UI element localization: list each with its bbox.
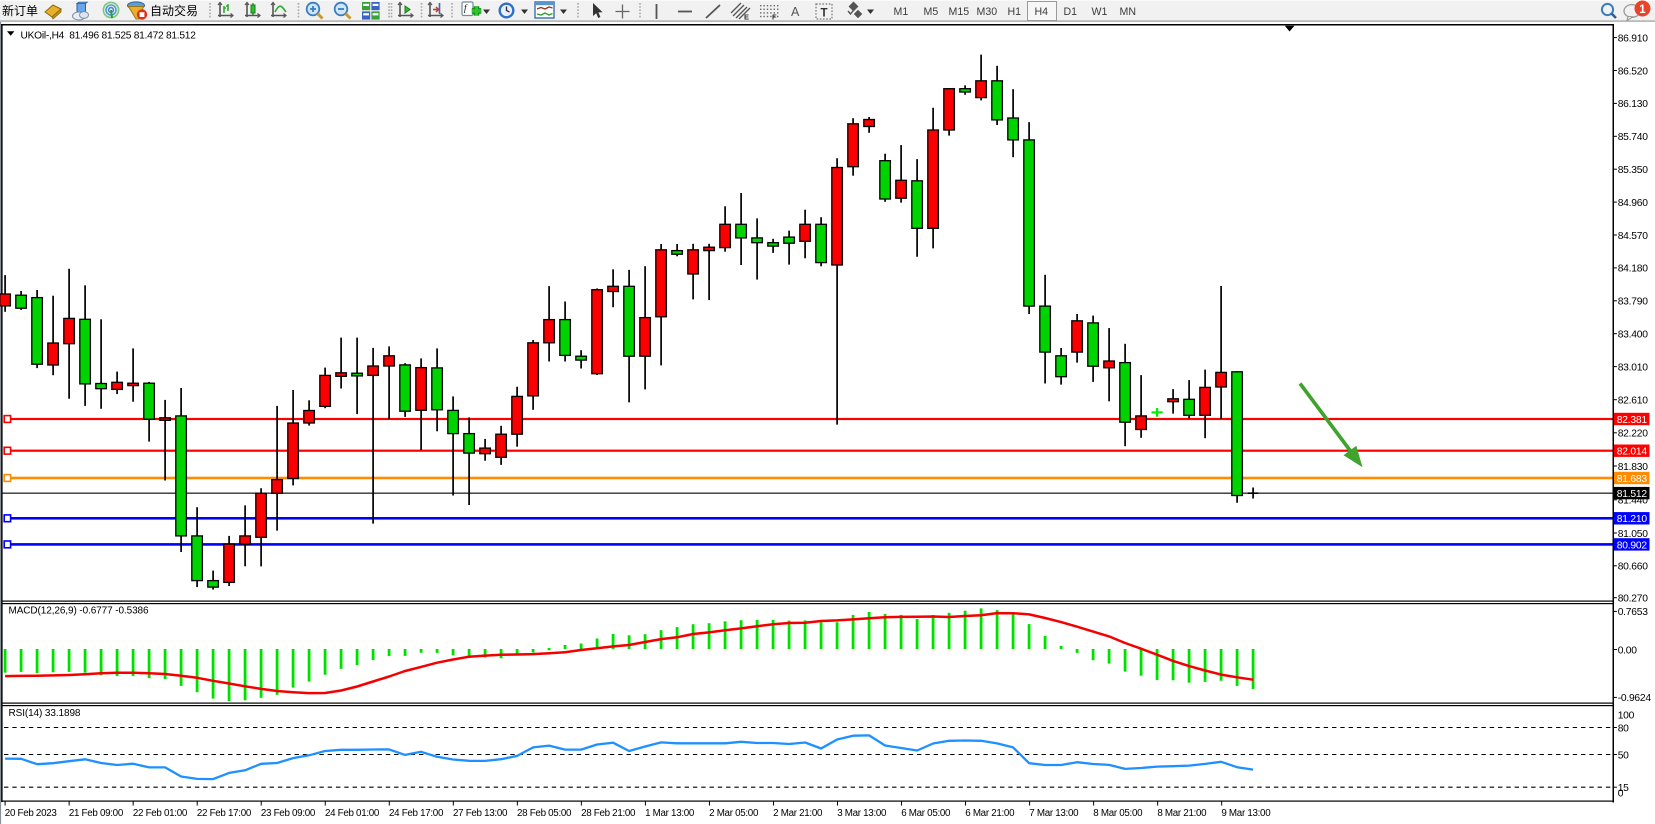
svg-text:7 Mar 13:00: 7 Mar 13:00	[1029, 808, 1079, 819]
svg-text:82.381: 82.381	[1617, 415, 1648, 426]
svg-text:1 Mar 13:00: 1 Mar 13:00	[645, 808, 695, 819]
svg-text:81.210: 81.210	[1617, 514, 1648, 525]
svg-text:80.660: 80.660	[1618, 562, 1649, 573]
svg-text:M30: M30	[977, 6, 998, 18]
svg-text:-0.9624: -0.9624	[1618, 693, 1652, 704]
svg-text:0.7653: 0.7653	[1618, 607, 1649, 618]
svg-text:H1: H1	[1008, 6, 1022, 18]
svg-text:T: T	[821, 8, 828, 20]
svg-text:新订单: 新订单	[2, 3, 38, 18]
svg-text:W1: W1	[1092, 6, 1108, 18]
svg-text:A: A	[791, 5, 800, 19]
svg-text:20 Feb 2023: 20 Feb 2023	[5, 808, 58, 819]
svg-text:81.830: 81.830	[1618, 462, 1649, 473]
svg-text:f: f	[464, 3, 468, 13]
svg-text:E: E	[744, 13, 749, 22]
svg-text:22 Feb 17:00: 22 Feb 17:00	[197, 808, 252, 819]
svg-text:80.902: 80.902	[1617, 540, 1648, 551]
svg-text:81.050: 81.050	[1618, 529, 1649, 540]
svg-text:8 Mar 05:00: 8 Mar 05:00	[1093, 808, 1143, 819]
svg-text:86.520: 86.520	[1618, 66, 1649, 77]
svg-text:2 Mar 21:00: 2 Mar 21:00	[773, 808, 823, 819]
svg-text:85.740: 85.740	[1618, 132, 1649, 143]
svg-text:15: 15	[1618, 783, 1629, 794]
svg-text:24 Feb 17:00: 24 Feb 17:00	[389, 808, 444, 819]
svg-text:84.960: 84.960	[1618, 198, 1649, 209]
svg-text:MACD(12,26,9) -0.6777 -0.5386: MACD(12,26,9) -0.6777 -0.5386	[9, 605, 149, 616]
svg-text:50: 50	[1618, 750, 1629, 761]
svg-text:80.270: 80.270	[1618, 594, 1649, 605]
svg-text:83.790: 83.790	[1618, 297, 1649, 308]
svg-text:MN: MN	[1120, 6, 1136, 18]
svg-text:85.350: 85.350	[1618, 165, 1649, 176]
svg-text:H4: H4	[1035, 6, 1049, 18]
svg-text:83.400: 83.400	[1618, 330, 1649, 341]
svg-text:81.683: 81.683	[1617, 474, 1648, 485]
svg-text:22 Feb 01:00: 22 Feb 01:00	[133, 808, 188, 819]
svg-text:28 Feb 05:00: 28 Feb 05:00	[517, 808, 572, 819]
svg-text:1: 1	[1639, 4, 1646, 16]
svg-text:2 Mar 05:00: 2 Mar 05:00	[709, 808, 759, 819]
svg-text:82.014: 82.014	[1617, 447, 1648, 458]
svg-text:28 Feb 21:00: 28 Feb 21:00	[581, 808, 636, 819]
svg-text:M5: M5	[924, 6, 939, 18]
svg-text:100: 100	[1618, 711, 1635, 722]
svg-text:84.570: 84.570	[1618, 231, 1649, 242]
svg-text:8 Mar 21:00: 8 Mar 21:00	[1157, 808, 1207, 819]
svg-text:86.910: 86.910	[1618, 33, 1649, 44]
svg-text:83.010: 83.010	[1618, 362, 1649, 373]
svg-text:0: 0	[1618, 788, 1624, 799]
svg-text:3 Mar 13:00: 3 Mar 13:00	[837, 808, 887, 819]
svg-text:82.610: 82.610	[1618, 396, 1649, 407]
svg-text:9 Mar 13:00: 9 Mar 13:00	[1221, 808, 1271, 819]
svg-text:24 Feb 01:00: 24 Feb 01:00	[325, 808, 380, 819]
svg-text:84.180: 84.180	[1618, 264, 1649, 275]
svg-text:27 Feb 13:00: 27 Feb 13:00	[453, 808, 508, 819]
svg-text:D1: D1	[1064, 6, 1078, 18]
svg-text:82.220: 82.220	[1618, 429, 1649, 440]
svg-text:RSI(14) 33.1898: RSI(14) 33.1898	[9, 708, 81, 719]
svg-text:自动交易: 自动交易	[150, 3, 198, 18]
svg-text:86.130: 86.130	[1618, 99, 1649, 110]
svg-text:6 Mar 05:00: 6 Mar 05:00	[901, 808, 951, 819]
svg-text:M1: M1	[894, 6, 909, 18]
svg-text:23 Feb 09:00: 23 Feb 09:00	[261, 808, 316, 819]
svg-text:F: F	[772, 13, 777, 22]
svg-text:M15: M15	[949, 6, 970, 18]
svg-text:81.512: 81.512	[1617, 489, 1648, 500]
svg-text:21 Feb 09:00: 21 Feb 09:00	[69, 808, 124, 819]
svg-text:80: 80	[1618, 723, 1629, 734]
svg-text:6 Mar 21:00: 6 Mar 21:00	[965, 808, 1015, 819]
svg-text:0.00: 0.00	[1618, 645, 1638, 656]
svg-text:81.440: 81.440	[1618, 496, 1649, 507]
svg-text:UKOil-,H4 81.496 81.525 81.47: UKOil-,H4 81.496 81.525 81.472 81.512	[21, 30, 197, 41]
